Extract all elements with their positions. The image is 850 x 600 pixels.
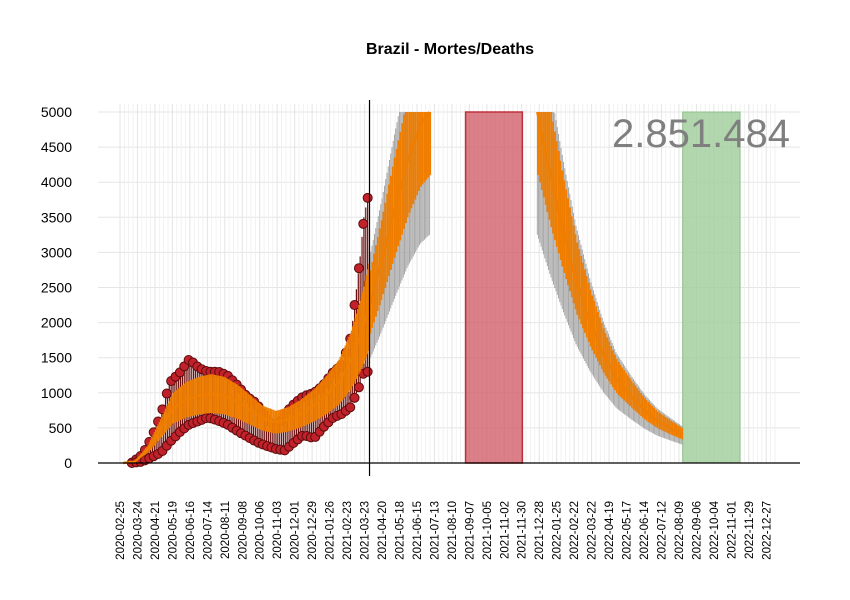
y-tick-label: 3000 (41, 244, 72, 260)
x-tick-label: 2020-08-11 (220, 501, 232, 559)
x-tick-label: 2022-11-01 (726, 501, 738, 559)
observed-point-low (349, 392, 360, 403)
observed-point-high (349, 300, 360, 311)
x-tick-label: 2022-07-12 (657, 501, 669, 560)
x-tick-label: 2020-09-08 (237, 501, 249, 560)
x-tick-label: 2020-07-14 (202, 500, 214, 559)
y-tick-label: 5000 (41, 104, 72, 120)
x-tick-label: 2022-08-09 (674, 501, 686, 560)
x-tick-label: 2022-05-17 (622, 501, 634, 560)
x-tick-label: 2021-03-23 (360, 501, 372, 560)
x-tick-label: 2020-06-16 (185, 501, 197, 560)
x-tick-label: 2022-09-06 (691, 501, 703, 560)
x-tick-label: 2022-01-25 (552, 501, 564, 560)
y-tick-label: 2500 (41, 280, 72, 296)
observed-point-low (345, 402, 356, 413)
x-tick-label: 2021-07-13 (429, 501, 441, 560)
x-tick-label: 2022-10-04 (709, 500, 721, 559)
x-tick-label: 2020-10-06 (255, 501, 267, 560)
x-tick-label: 2022-03-22 (587, 501, 599, 560)
x-tick-label: 2021-01-26 (325, 501, 337, 560)
chart-title: Brazil - Mortes/Deaths (366, 41, 534, 58)
observed-point-low (353, 382, 364, 393)
green-band (682, 111, 741, 464)
x-tick-label: 2022-06-14 (639, 500, 651, 559)
fit-line (122, 304, 371, 465)
y-tick-label: 1500 (41, 350, 72, 366)
x-tick-label: 2021-11-30 (517, 501, 529, 559)
x-tick-label: 2021-05-18 (395, 501, 407, 560)
y-tick-label: 3500 (41, 209, 72, 225)
bands (464, 111, 741, 464)
x-tick-label: 2021-04-20 (377, 501, 389, 560)
x-tick-label: 2021-06-15 (412, 501, 424, 560)
y-tick-label: 4000 (41, 174, 72, 190)
x-tick-label: 2020-02-25 (115, 501, 127, 560)
total-deaths-label: 2.851.484 (612, 112, 790, 156)
observed-point-high (362, 192, 373, 203)
x-tick-label: 2020-11-03 (272, 501, 284, 559)
x-tick-label: 2020-04-21 (150, 501, 162, 560)
red-band (464, 111, 524, 464)
x-tick-label: 2020-12-29 (307, 501, 319, 560)
x-tick-label: 2022-02-22 (569, 501, 581, 560)
y-tick-label: 500 (49, 420, 73, 436)
x-tick-label: 2021-09-07 (464, 501, 476, 560)
y-tick-label: 2000 (41, 315, 72, 331)
x-tick-label: 2021-11-02 (499, 501, 511, 559)
x-tick-label: 2020-05-19 (167, 501, 179, 560)
marks (122, 111, 684, 468)
x-tick-label: 2021-02-23 (342, 501, 354, 560)
axes: 0 500 1000 1500 2000 2500 3000 3500 4000 4500 5000… (41, 100, 800, 560)
forecast-line-rising (368, 111, 431, 306)
x-tick-label: 2021-10-05 (482, 501, 494, 560)
observed-point-low (362, 366, 373, 377)
x-tick-label: 2022-04-19 (604, 501, 616, 560)
x-tick-label: 2021-08-10 (447, 501, 459, 560)
observed-point-high (161, 388, 172, 399)
y-tick-label: 1000 (41, 385, 72, 401)
observed-point-high (353, 263, 364, 274)
forecast-line-falling (536, 111, 684, 437)
y-tick-label: 4500 (41, 139, 72, 155)
x-tick-label: 2022-12-27 (761, 501, 773, 560)
observed-point-high (358, 218, 369, 229)
y-tick-label: 0 (64, 455, 72, 471)
x-tick-label: 2020-03-24 (133, 500, 145, 559)
x-tick-label: 2022-11-29 (744, 501, 756, 559)
x-tick-label: 2021-12-28 (534, 501, 546, 560)
x-tick-label: 2020-12-01 (290, 501, 302, 560)
